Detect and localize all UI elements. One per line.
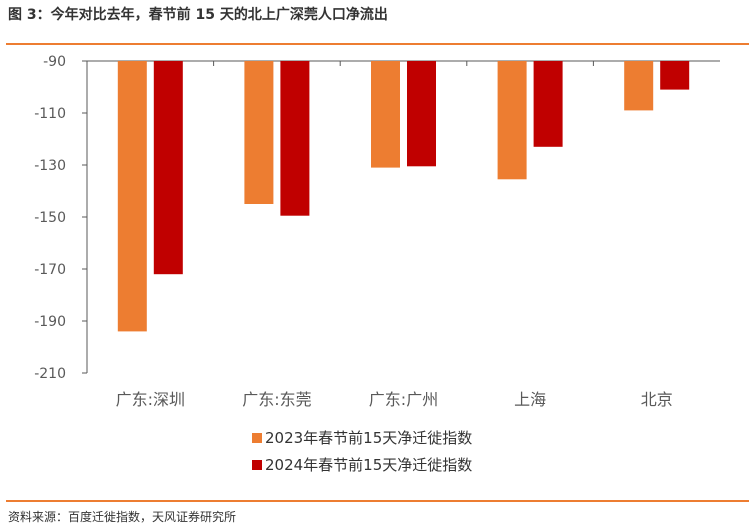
bar-2023 <box>624 61 654 111</box>
x-tick-label: 广东:广州 <box>369 390 438 409</box>
bar-2024 <box>407 61 436 167</box>
bar-2024 <box>153 61 183 275</box>
bar-chart: -90-110-130-150-170-190-210 广东:深圳 广东:东莞 广东… <box>34 54 720 409</box>
legend-swatch-2024 <box>252 459 262 470</box>
bar-2023 <box>117 61 147 332</box>
y-tick-label: -90 <box>43 54 66 70</box>
legend-swatch-2023 <box>252 432 262 443</box>
bar-2023 <box>497 61 527 180</box>
bars <box>117 61 690 332</box>
legend-label-2023: 2023年春节前15天净迁徙指数 <box>265 429 473 447</box>
x-tick-label: 上海 <box>514 390 546 409</box>
figure-title: 图 3：今年对比去年，春节前 15 天的北上广深莞人口净流出 <box>8 7 388 23</box>
bar-2024 <box>280 61 310 216</box>
y-tick-label: -170 <box>34 262 66 278</box>
bottom-rule <box>6 500 749 502</box>
legend: 2023年春节前15天净迁徙指数 2024年春节前15天净迁徙指数 <box>252 424 472 478</box>
x-tick-label: 广东:深圳 <box>116 390 185 409</box>
bar-2024 <box>533 61 563 147</box>
legend-label-2024: 2024年春节前15天净迁徙指数 <box>265 456 473 474</box>
x-axis-labels: 广东:深圳 广东:东莞 广东:广州 上海 北京 <box>116 390 673 409</box>
bar-2024 <box>660 61 690 90</box>
y-tick-label: -130 <box>34 158 66 174</box>
y-tick-label: -210 <box>34 366 66 382</box>
y-axis: -90 -110 -130 -150 -170 -190 -210 <box>34 54 720 382</box>
y-tick-label: -150 <box>34 210 66 226</box>
bar-2023 <box>244 61 274 204</box>
x-tick-label: 北京 <box>641 390 673 409</box>
legend-item-2024: 2024年春节前15天净迁徙指数 <box>252 451 472 478</box>
source-note: 资料来源：百度迁徙指数，天风证券研究所 <box>8 510 237 524</box>
legend-item-2023: 2023年春节前15天净迁徙指数 <box>252 424 472 451</box>
top-rule <box>6 43 749 45</box>
x-tick-label: 广东:东莞 <box>242 390 311 409</box>
bar-2023 <box>371 61 400 168</box>
y-tick-label: -110 <box>34 106 66 122</box>
y-tick-label: -190 <box>34 314 66 330</box>
